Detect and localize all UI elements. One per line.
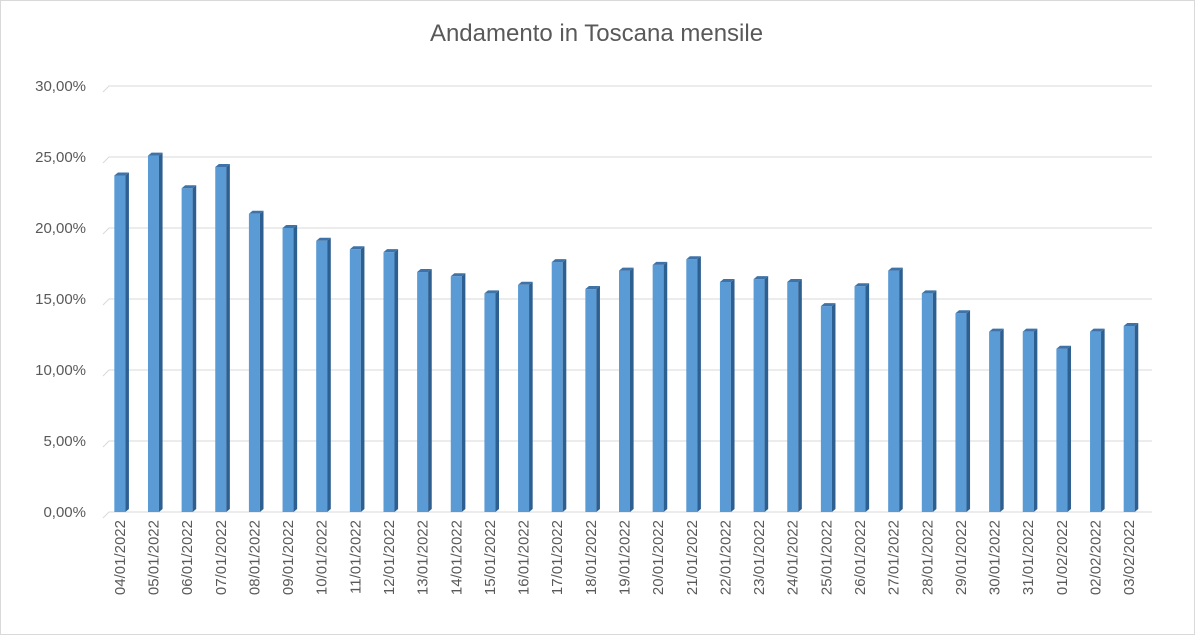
- x-tick-label: 16/01/2022: [516, 520, 533, 595]
- x-tick-label: 17/01/2022: [549, 520, 566, 595]
- x-tick-label: 23/01/2022: [751, 520, 768, 595]
- x-tick-label: 15/01/2022: [482, 520, 499, 595]
- x-tick-label: 21/01/2022: [684, 520, 701, 595]
- x-tick-label: 12/01/2022: [381, 520, 398, 595]
- x-tick-label: 19/01/2022: [617, 520, 634, 595]
- y-axis-ticks: 0,00% 5,00% 10,00% 15,00% 20,00% 25,00% 30,00%: [35, 78, 86, 521]
- x-tick-label: 28/01/2022: [919, 520, 936, 595]
- bar: [854, 283, 870, 512]
- bar: [820, 303, 836, 512]
- gridline: [102, 440, 1152, 448]
- x-tick-label: 06/01/2022: [179, 520, 196, 595]
- x-tick-label: 29/01/2022: [953, 520, 970, 595]
- bar: [585, 286, 600, 512]
- x-tick-label: 24/01/2022: [785, 520, 802, 595]
- y-tick-label: 5,00%: [43, 433, 86, 450]
- x-tick-label: 31/01/2022: [1020, 520, 1037, 595]
- bar: [787, 278, 802, 512]
- bar: [114, 172, 129, 512]
- x-tick-label: 05/01/2022: [145, 520, 162, 595]
- x-tick-label: 14/01/2022: [448, 520, 465, 595]
- bar: [417, 269, 432, 512]
- y-tick-label: 30,00%: [35, 78, 86, 95]
- gridlines: [102, 85, 1152, 519]
- x-tick-label: 04/01/2022: [112, 520, 129, 595]
- bar: [215, 163, 230, 512]
- x-tick-label: 13/01/2022: [415, 520, 432, 595]
- x-tick-label: 22/01/2022: [717, 520, 734, 595]
- bar: [349, 246, 365, 513]
- bar: [1123, 322, 1139, 512]
- bar: [1056, 345, 1071, 512]
- bar: [1022, 328, 1038, 512]
- bar: [518, 281, 533, 512]
- bar: [955, 310, 971, 512]
- bar: [248, 210, 264, 513]
- bar: [888, 267, 903, 512]
- y-tick-label: 20,00%: [35, 220, 86, 237]
- x-axis-ticks: 04/01/2022 05/01/2022 06/01/2022 07/01/2022…: [112, 520, 1138, 595]
- bar: [316, 237, 331, 512]
- bar: [686, 256, 701, 512]
- bar: [989, 328, 1004, 512]
- x-tick-label: 18/01/2022: [583, 520, 600, 595]
- bar: [450, 273, 466, 512]
- x-tick-label: 30/01/2022: [987, 520, 1004, 595]
- bar: [1090, 328, 1105, 512]
- bar: [484, 290, 500, 512]
- bar: [383, 249, 399, 512]
- x-tick-label: 01/02/2022: [1054, 520, 1071, 595]
- bar: [921, 290, 937, 512]
- gridline: [102, 298, 1152, 306]
- bar: [753, 276, 769, 512]
- gridline: [102, 85, 1152, 93]
- x-tick-label: 10/01/2022: [314, 520, 331, 595]
- y-tick-label: 25,00%: [35, 149, 86, 166]
- x-tick-label: 08/01/2022: [246, 520, 263, 595]
- bars: [114, 152, 1139, 513]
- y-tick-label: 15,00%: [35, 291, 86, 308]
- chart-title: Andamento in Toscana mensile: [429, 20, 764, 47]
- x-tick-label: 25/01/2022: [818, 520, 835, 595]
- x-tick-label: 07/01/2022: [213, 520, 230, 595]
- x-tick-label: 02/02/2022: [1088, 520, 1105, 595]
- x-tick-label: 27/01/2022: [886, 520, 903, 595]
- y-tick-label: 10,00%: [35, 362, 86, 379]
- bar: [147, 152, 163, 512]
- gridline: [102, 511, 1152, 519]
- bar: [181, 185, 197, 513]
- bar: [282, 225, 298, 512]
- x-tick-label: 11/01/2022: [347, 520, 364, 594]
- bar: [719, 278, 735, 512]
- y-tick-label: 0,00%: [43, 504, 86, 521]
- bar: [551, 259, 567, 512]
- x-tick-label: 20/01/2022: [650, 520, 667, 595]
- x-tick-label: 03/02/2022: [1121, 520, 1138, 595]
- gridline: [102, 156, 1152, 164]
- x-tick-label: 26/01/2022: [852, 520, 869, 595]
- gridline: [102, 227, 1152, 235]
- gridline: [102, 369, 1152, 377]
- x-tick-label: 09/01/2022: [280, 520, 297, 595]
- bar: [619, 267, 634, 512]
- bar: [652, 261, 668, 512]
